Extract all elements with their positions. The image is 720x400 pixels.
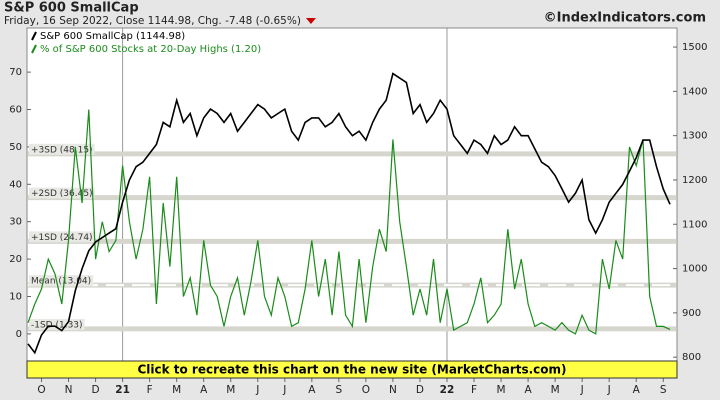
x-tick-label: A [200, 384, 208, 396]
x-tick-label: D [416, 384, 424, 396]
x-tick-label: O [37, 384, 45, 396]
x-tick-label: O [362, 384, 370, 396]
y2-tick-label: 1200 [682, 175, 707, 186]
x-tick-label: J [255, 384, 259, 396]
chart-title: S&P 600 SmallCap [4, 1, 139, 16]
legend-swatch [31, 44, 37, 54]
y2-tick-label: 1400 [682, 86, 707, 97]
band-label: +3SD (48.15) [31, 145, 93, 155]
x-tick-label: J [607, 384, 611, 396]
x-tick-label: A [633, 384, 641, 396]
band-label: +2SD (36.45) [31, 189, 93, 199]
series-line [27, 109, 671, 335]
y-tick-label: 60 [9, 105, 22, 116]
x-tick-label: J [282, 384, 286, 396]
x-tick-label: N [389, 384, 397, 396]
source: ©IndexIndicators.com [544, 11, 706, 26]
legend-label: S&P 600 SmallCap (1144.98) [40, 31, 185, 42]
band-label-bg [29, 143, 95, 155]
x-tick-label: S [660, 384, 667, 396]
band-label-bg [29, 231, 95, 243]
y-tick-label: 30 [9, 217, 22, 228]
x-tick-label: M [172, 384, 181, 396]
y2-tick-label: 1500 [682, 42, 707, 53]
band-label-bg [29, 318, 85, 330]
y-tick-label: 70 [9, 67, 22, 78]
chart-subtitle: Friday, 16 Sep 2022, Close 1144.98, Chg.… [4, 15, 301, 27]
banner-text[interactable]: Click to recreate this chart on the new … [137, 363, 566, 377]
y-tick-label: 50 [9, 142, 22, 153]
x-tick-label: A [524, 384, 532, 396]
x-tick-label: S [336, 384, 343, 396]
x-tick-label: A [308, 384, 316, 396]
x-tick-label: J [580, 384, 584, 396]
band-label: +1SD (24.74) [31, 233, 93, 243]
band-label: Mean (13.04) [31, 277, 91, 287]
band-label-bg [29, 187, 95, 199]
y2-tick-label: 1100 [682, 219, 707, 230]
x-tick-label: N [65, 384, 73, 396]
y-tick-label: 10 [9, 291, 22, 302]
down-arrow [305, 18, 316, 24]
band-label: -1SD (1.33) [31, 320, 83, 330]
banner[interactable] [26, 360, 678, 379]
y2-tick-label: 1000 [682, 264, 707, 275]
y2-tick-label: 1300 [682, 131, 707, 142]
legend-label: % of S&P 600 Stocks at 20-Day Highs (1.2… [40, 44, 261, 55]
y-tick-label: 20 [9, 254, 22, 265]
x-tick-label: M [551, 384, 560, 396]
y2-tick-label: 800 [682, 352, 701, 363]
band-label-bg [29, 275, 94, 287]
x-tick-label: M [497, 384, 506, 396]
y-tick-label: 0 [16, 329, 22, 340]
x-tick-label: 22 [440, 384, 455, 396]
x-tick-label: 21 [115, 384, 130, 396]
legend-swatch [31, 31, 37, 41]
x-tick-label: M [226, 384, 235, 396]
y-tick-label: 40 [9, 179, 22, 190]
x-tick-label: D [92, 384, 100, 396]
x-tick-label: F [147, 384, 153, 396]
y2-tick-label: 900 [682, 308, 701, 319]
x-tick-label: F [471, 384, 477, 396]
series-line [27, 72, 671, 355]
